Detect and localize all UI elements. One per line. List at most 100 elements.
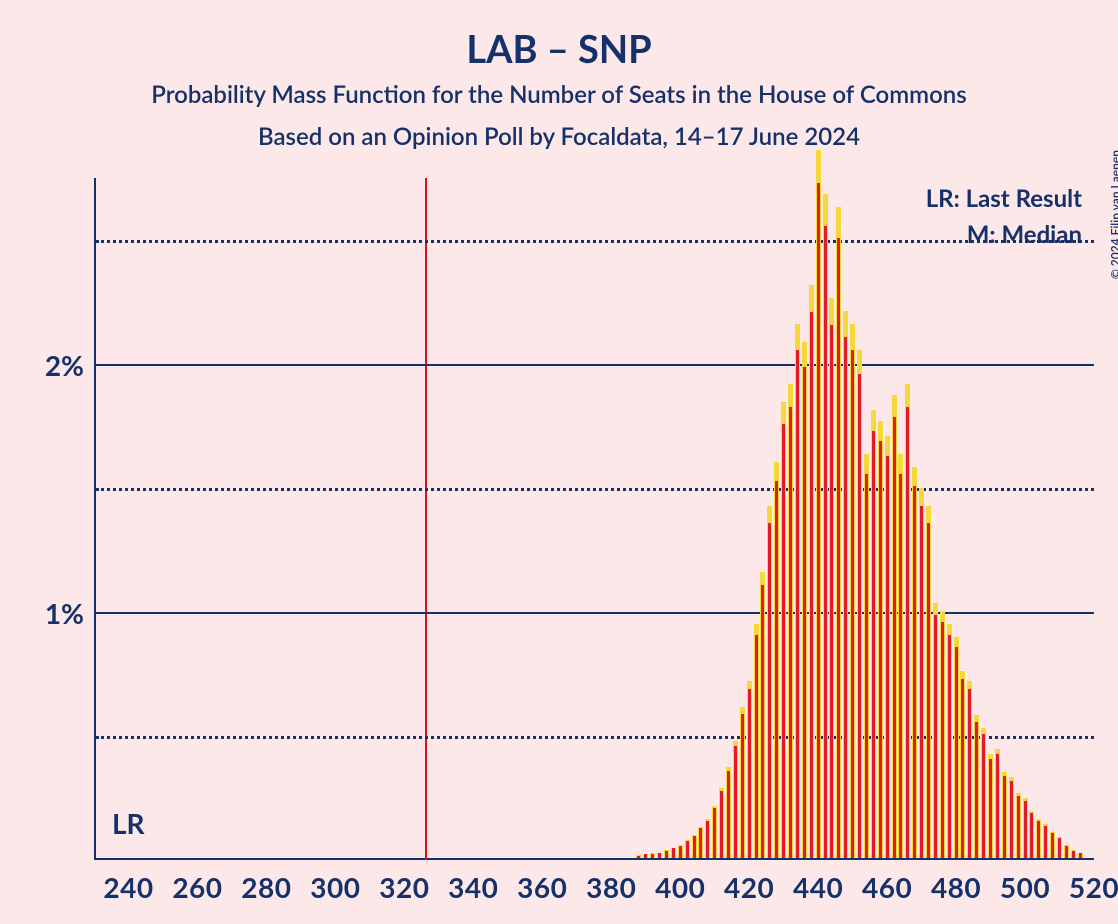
pmf-bar <box>1043 824 1048 858</box>
pmf-bar-front <box>1030 813 1033 858</box>
pmf-bar <box>774 462 779 858</box>
pmf-bar-front <box>913 486 916 858</box>
pmf-bar <box>1023 798 1028 858</box>
pmf-bar <box>767 506 772 858</box>
pmf-bar-front <box>679 846 682 858</box>
pmf-bar <box>685 840 690 858</box>
pmf-bar <box>919 488 924 858</box>
pmf-bar <box>671 848 676 858</box>
pmf-bar <box>1029 811 1034 858</box>
pmf-bar <box>864 454 869 858</box>
x-tick-label: 440 <box>793 870 843 904</box>
pmf-bar-front <box>748 689 751 858</box>
x-tick-label: 480 <box>931 870 981 904</box>
plot-area: LR LR: Last Result M: Median <box>94 178 1094 860</box>
pmf-bar-front <box>644 854 647 858</box>
pmf-bar <box>995 749 1000 858</box>
pmf-bar <box>1036 819 1041 858</box>
pmf-bar-front <box>665 851 668 858</box>
pmf-bar-front <box>968 689 971 858</box>
x-axis-line <box>94 858 1094 860</box>
pmf-bar-front <box>755 635 758 858</box>
pmf-bar-front <box>761 585 764 858</box>
pmf-bar <box>636 855 641 858</box>
pmf-bar-front <box>879 441 882 858</box>
x-tick-label: 240 <box>103 870 153 904</box>
x-tick-label: 360 <box>517 870 567 904</box>
pmf-bar <box>760 572 765 858</box>
pmf-bar-front <box>1065 846 1068 858</box>
pmf-bar <box>940 611 945 858</box>
pmf-bar <box>650 853 655 858</box>
pmf-bar-front <box>1072 851 1075 858</box>
pmf-bar <box>871 410 876 858</box>
pmf-bar-front <box>768 523 771 858</box>
chart-subtitle-1: Probability Mass Function for the Number… <box>0 80 1118 109</box>
pmf-bar <box>781 402 786 858</box>
pmf-bar <box>974 715 979 858</box>
y-tick-label: 1% <box>24 596 84 630</box>
pmf-bar <box>719 788 724 858</box>
pmf-bar-front <box>693 836 696 858</box>
pmf-bar-front <box>734 746 737 858</box>
pmf-bar-front <box>651 854 654 858</box>
pmf-bar-front <box>975 722 978 858</box>
pmf-bar-front <box>1024 801 1027 858</box>
pmf-bar-front <box>837 238 840 858</box>
pmf-bar <box>947 624 952 858</box>
pmf-bar-front <box>637 856 640 858</box>
y-axis-line <box>94 178 96 860</box>
pmf-bar <box>747 681 752 858</box>
pmf-bar <box>678 845 683 858</box>
pmf-bar-front <box>810 312 813 858</box>
pmf-bar <box>885 436 890 858</box>
pmf-bar <box>816 150 821 858</box>
pmf-bar <box>926 506 931 858</box>
pmf-bar <box>795 324 800 858</box>
last-result-line <box>425 178 427 860</box>
pmf-bar <box>857 350 862 858</box>
pmf-bar <box>754 624 759 858</box>
pmf-bar-front <box>1058 838 1061 858</box>
pmf-bar-front <box>893 417 896 858</box>
pmf-bar <box>809 285 814 858</box>
pmf-bar-front <box>844 337 847 858</box>
pmf-bar <box>1050 832 1055 858</box>
pmf-bar <box>954 637 959 858</box>
pmf-bar <box>705 819 710 858</box>
pmf-bar-front <box>996 754 999 858</box>
last-result-label: LR <box>112 806 145 840</box>
pmf-bar <box>1009 777 1014 858</box>
legend-median: M: Median <box>967 220 1082 249</box>
copyright-text: © 2024 Filip van Laenen <box>1108 150 1118 279</box>
pmf-bar-front <box>906 407 909 858</box>
pmf-bar-front <box>803 367 806 858</box>
pmf-bar <box>988 754 993 858</box>
x-tick-label: 280 <box>241 870 291 904</box>
pmf-bar <box>698 827 703 858</box>
pmf-bar-front <box>927 523 930 858</box>
pmf-bar-front <box>1079 853 1082 858</box>
y-tick-label: 2% <box>24 348 84 382</box>
pmf-bar-front <box>686 841 689 858</box>
pmf-bar <box>657 853 662 858</box>
pmf-bar <box>664 850 669 858</box>
pmf-bar <box>643 854 648 858</box>
x-tick-label: 460 <box>862 870 912 904</box>
pmf-bar <box>1078 853 1083 858</box>
x-tick-label: 420 <box>724 870 774 904</box>
pmf-bar-front <box>989 759 992 858</box>
pmf-bar-front <box>782 424 785 858</box>
pmf-bar <box>960 671 965 858</box>
pmf-bar-front <box>982 734 985 858</box>
pmf-bar-front <box>796 350 799 858</box>
pmf-bar-front <box>699 828 702 858</box>
pmf-bar <box>892 395 897 859</box>
pmf-bar <box>843 311 848 858</box>
pmf-bar <box>726 767 731 858</box>
pmf-bar-front <box>872 431 875 858</box>
pmf-bar <box>967 681 972 858</box>
gridline-major <box>96 364 1094 366</box>
chart-title: LAB – SNP <box>0 26 1118 72</box>
pmf-bar <box>878 421 883 858</box>
